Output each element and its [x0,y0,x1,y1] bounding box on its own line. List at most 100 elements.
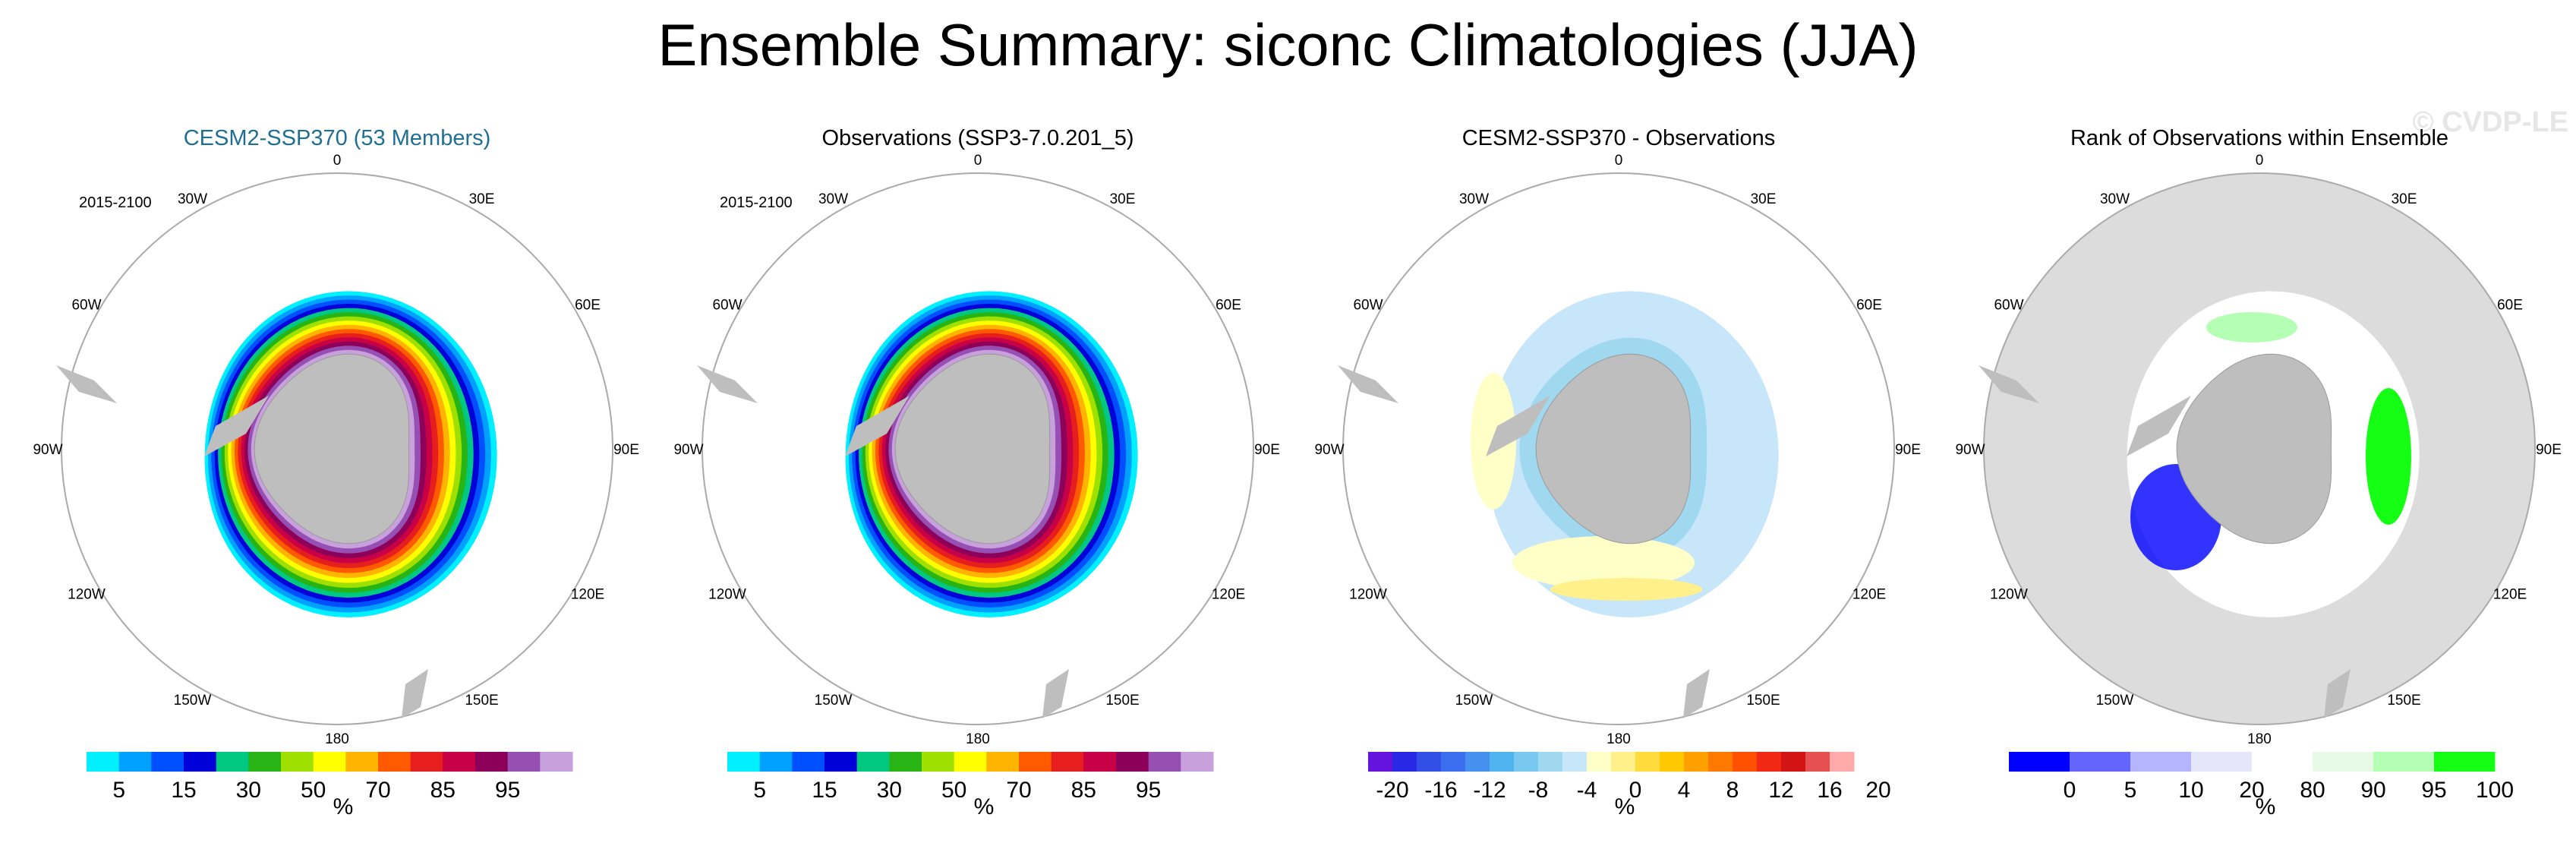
colorbar-swatch [759,752,793,772]
south-america-tip [56,365,117,403]
panel-title: Rank of Observations within Ensemble [2070,126,2449,150]
panel-observations: Observations (SSP3-7.0.201_5) 2015-2100 … [667,114,1289,835]
colorbar-swatch [1148,752,1181,772]
colorbar-tick-label: 5 [753,778,766,797]
colorbar-swatch [2252,752,2313,772]
colorbar-swatch [443,752,476,772]
colorbar-tick-label: 15 [171,778,196,797]
colorbar-tick-label: 16 [1817,778,1842,797]
colorbar-swatch [1392,752,1417,772]
colorbar-swatch [1684,752,1709,772]
longitude-label: 120E [1212,587,1245,603]
longitude-label: 30W [178,191,207,207]
colorbar-swatch [792,752,825,772]
colorbar-swatch [1660,752,1685,772]
longitude-label: 60E [1856,298,1882,314]
longitude-label: 90W [1955,442,1985,458]
colorbar-swatch [954,752,987,772]
colorbar-tick-label: 100 [2476,778,2514,797]
colorbar-tick-label: 85 [1071,778,1096,797]
rank-patch-high [2366,388,2411,525]
colorbar-swatch [1805,752,1830,772]
colorbar-swatch [2313,752,2374,772]
colorbar-tick-label: 12 [1768,778,1793,797]
colorbar-swatch [2130,752,2192,772]
longitude-label: 30W [2100,191,2130,207]
longitude-label: 120W [1990,587,2028,603]
longitude-label: 90W [673,442,703,458]
colorbar-swatch [184,752,217,772]
watermark: © CVDP-LE [2412,106,2568,138]
colorbar: -20 -16 -12 -8 -4 0 4 8 12 16 20 [1368,752,1891,797]
colorbar-swatch [1514,752,1539,772]
longitude-label: 180 [2247,731,2272,744]
new-zealand [1683,669,1710,718]
longitude-label: 150E [1105,693,1139,709]
longitude-label: 60W [1353,298,1383,314]
colorbar-swatch [281,752,314,772]
new-zealand [1042,669,1069,718]
longitude-label: 150E [1746,693,1780,709]
colorbar: 5 15 30 50 70 85 95 [727,752,1214,797]
units-label: % [1614,794,1635,819]
colorbar-swatch [1562,752,1588,772]
polar-map: 0 30E 60E 90E 120E 150E 180 150W 120W 90W 60W 30W [33,153,638,744]
colorbar-tick-label: 85 [430,778,456,797]
colorbar-swatch [313,752,346,772]
longitude-label: 60E [575,298,601,314]
longitude-label: 60W [712,298,742,314]
longitude-label: 150W [2096,693,2134,709]
units-label: % [2255,794,2276,819]
figure-title: Ensemble Summary: siconc Climatologies (… [657,11,1919,78]
longitude-label: 90W [33,442,62,458]
longitude-label: 60W [71,298,101,314]
colorbar-swatch [2191,752,2253,772]
panel-ensemble-mean: CESM2-SSP370 (53 Members) 2015-2100 0 30E… [26,114,648,835]
colorbar-swatch [856,752,890,772]
longitude-label: 120W [708,587,746,603]
longitude-label: 150W [174,693,212,709]
longitude-label: 90W [1314,442,1344,458]
longitude-label: 120E [1852,587,1886,603]
panel-difference: CESM2-SSP370 - Observations 0 30E 60E 90E 12… [1307,114,1930,835]
units-label: % [333,794,354,819]
longitude-label: 120E [2493,587,2527,603]
colorbar-tick-label: 20 [2239,778,2264,797]
longitude-label: 150E [2387,693,2420,709]
new-zealand [402,669,428,718]
colorbar-tick-label: 20 [1865,778,1890,797]
diff-patch-positive [1550,578,1702,601]
longitude-label: 0 [2256,153,2264,169]
colorbar-swatch [1019,752,1052,772]
colorbar-swatch [2070,752,2131,772]
colorbar-swatch [1051,752,1084,772]
colorbar: 0 5 10 20 80 90 95 100 [2009,752,2514,797]
colorbar-swatch [378,752,411,772]
colorbar-swatch [1417,752,1442,772]
colorbar-swatch [1830,752,1855,772]
colorbar-swatch [248,752,282,772]
antarctica-landmass [1535,353,1692,545]
colorbar-tick-label: -12 [1473,778,1506,797]
colorbar-swatch [1083,752,1117,772]
colorbar-swatch [889,752,922,772]
colorbar-tick-label: 70 [1006,778,1031,797]
antarctica-landmass [894,353,1051,545]
longitude-label: 60E [1215,298,1241,314]
longitude-label: 90E [2536,442,2562,458]
period-label: 2015-2100 [79,194,152,211]
south-america-tip [697,365,758,403]
colorbar-swatch [1635,752,1660,772]
colorbar-swatch [986,752,1020,772]
longitude-label: 150E [465,693,498,709]
polar-map: 0 30E 60E 90E 120E 150E 180 150W 120W 90W 60W 30W [673,153,1279,744]
south-america-tip [1979,365,2039,403]
colorbar-swatch [1733,752,1758,772]
longitude-label: 180 [1606,731,1631,744]
colorbar: 5 15 30 50 70 85 95 [87,752,573,797]
colorbar-swatch [345,752,379,772]
colorbar-swatch [1708,752,1733,772]
colorbar-swatch [1757,752,1782,772]
colorbar-tick-label: 50 [301,778,326,797]
colorbar-tick-label: 70 [365,778,390,797]
